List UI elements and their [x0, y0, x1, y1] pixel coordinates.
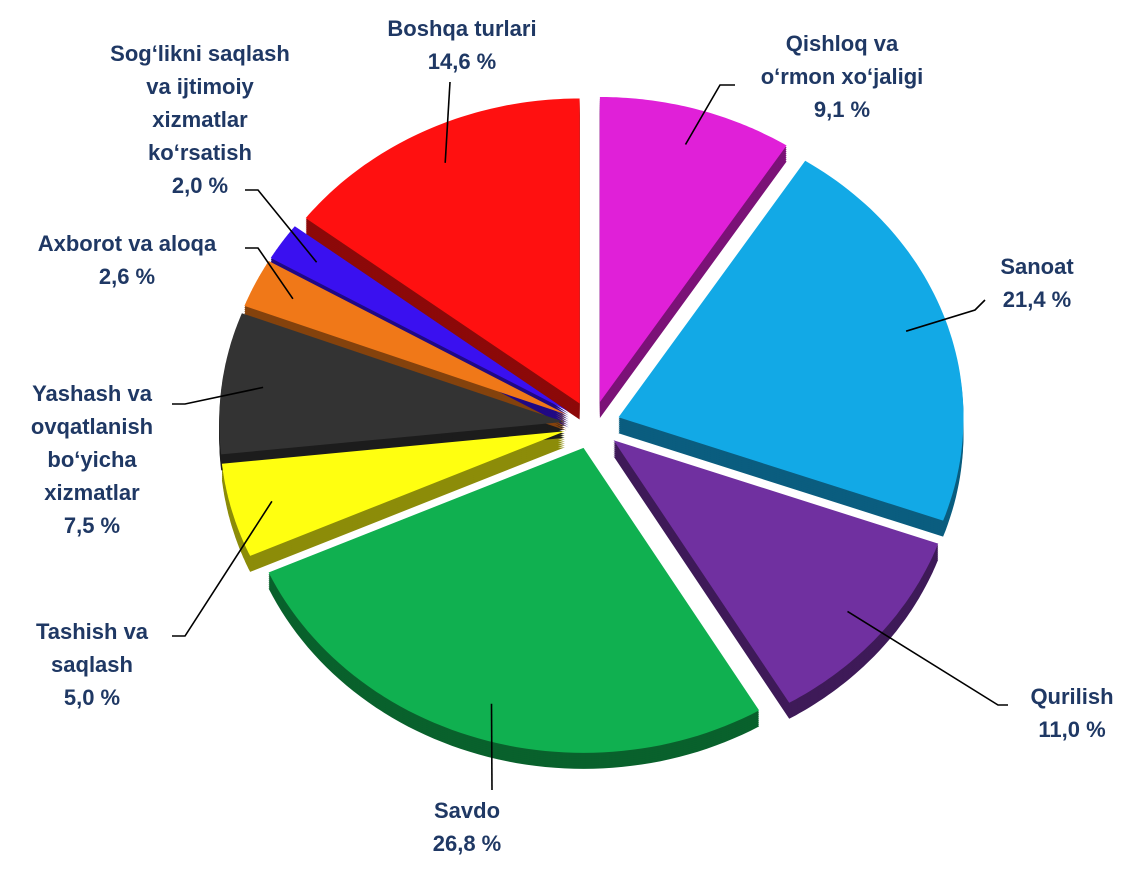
- leader-line: [245, 247, 294, 300]
- value-label: 11,0 %: [1038, 717, 1105, 742]
- slice-label: Axborot va aloqa: [38, 231, 217, 256]
- leader-line: [172, 500, 273, 637]
- slice-label: ovqatlanish: [31, 414, 153, 439]
- slice-label: Savdo: [434, 798, 500, 823]
- leader-line: [684, 84, 735, 145]
- slice: [244, 261, 567, 415]
- slice-label: Yashash va: [32, 381, 153, 406]
- leader-line: [172, 386, 264, 405]
- slice-label: va ijtimoiy: [146, 74, 254, 99]
- slice-label: Tashish va: [36, 619, 149, 644]
- value-label: 7,5 %: [64, 513, 120, 538]
- slice-label: xizmatlar: [44, 480, 140, 505]
- slice-label: xizmatlar: [152, 107, 248, 132]
- slice: [270, 226, 569, 412]
- slice-label: Boshqa turlari: [387, 16, 536, 41]
- slice: [599, 97, 787, 402]
- slice: [618, 160, 964, 521]
- value-label: 5,0 %: [64, 685, 120, 710]
- slice: [219, 313, 565, 455]
- slice-label: ko‘rsatish: [148, 140, 252, 165]
- slice-label: bo‘yicha: [47, 447, 137, 472]
- slice-label: Qishloq va: [786, 31, 899, 56]
- value-label: 26,8 %: [433, 831, 502, 856]
- leader-line: [444, 81, 451, 163]
- leader-line: [490, 703, 493, 791]
- value-label: 2,0 %: [172, 173, 228, 198]
- leader-line: [847, 610, 1008, 706]
- value-label: 2,6 %: [99, 264, 155, 289]
- slice-label: saqlash: [51, 652, 133, 677]
- slice-label: Sanoat: [1000, 254, 1074, 279]
- value-label: 21,4 %: [1003, 287, 1072, 312]
- leader-line: [905, 299, 986, 332]
- slice-label: Sog‘likni saqlash: [110, 41, 290, 66]
- slice: [221, 431, 565, 556]
- leader-line: [245, 189, 318, 263]
- value-label: 9,1 %: [814, 97, 870, 122]
- slice-label: o‘rmon xo‘jaligi: [761, 64, 924, 89]
- slice: [613, 440, 939, 703]
- slice: [305, 98, 580, 404]
- value-label: 14,6 %: [428, 49, 497, 74]
- slice-label: Qurilish: [1030, 684, 1113, 709]
- slice: [268, 447, 760, 753]
